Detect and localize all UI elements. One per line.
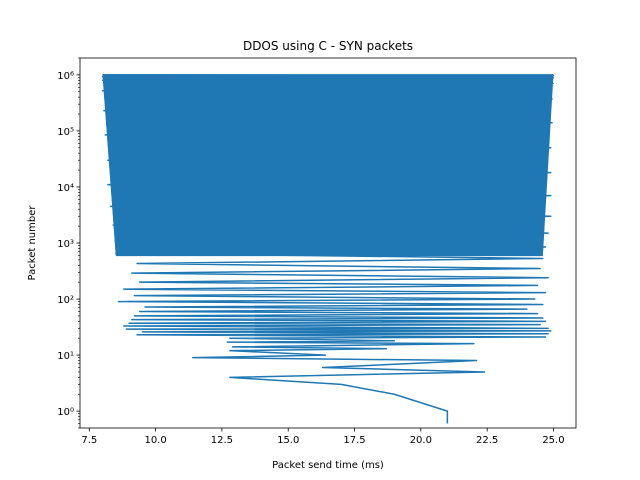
x-tick-label: 12.5 <box>211 435 233 446</box>
series-fill-0 <box>102 74 553 256</box>
x-axis: 7.5 10.0 12.5 15.0 17.5 20.0 22.5 25.0 <box>81 428 565 446</box>
x-tick-label: 20.0 <box>410 435 432 446</box>
x-tick-label: 17.5 <box>343 435 365 446</box>
y-axis-label: Packet number <box>27 205 38 281</box>
x-tick-label: 22.5 <box>476 435 498 446</box>
y-tick-label: 10⁴ <box>57 183 74 194</box>
y-tick-label: 10² <box>57 295 74 306</box>
y-tick-label: 10³ <box>57 239 74 250</box>
series-group <box>101 74 555 424</box>
y-tick-label: 10⁵ <box>57 127 74 138</box>
y-axis: 10⁰ 10¹ 10² 10³ 10⁴ 10⁵ 10⁶ <box>57 57 80 429</box>
y-tick-label: 10⁶ <box>57 71 74 82</box>
x-tick-label: 10.0 <box>144 435 166 446</box>
y-tick-label: 10⁰ <box>57 407 74 418</box>
x-axis-label: Packet send time (ms) <box>272 460 384 471</box>
x-tick-label: 25.0 <box>542 435 564 446</box>
x-tick-label: 7.5 <box>81 435 97 446</box>
y-tick-label: 10¹ <box>57 351 74 362</box>
x-tick-label: 15.0 <box>277 435 299 446</box>
chart-title: DDOS using C - SYN packets <box>243 39 413 53</box>
